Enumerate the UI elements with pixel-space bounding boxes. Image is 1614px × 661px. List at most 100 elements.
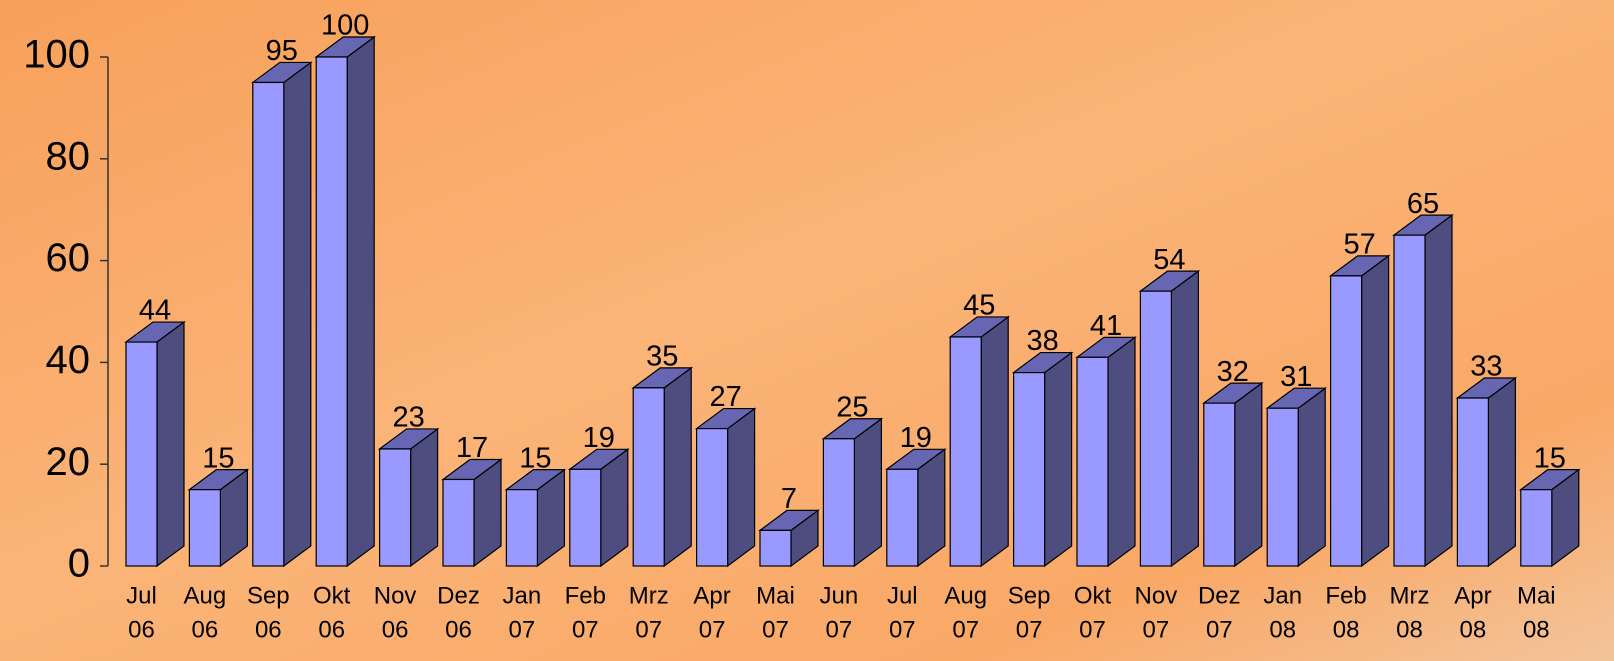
value-label: 44 <box>139 295 171 327</box>
bar-side <box>726 407 756 568</box>
x-tick-label: 07 <box>952 616 979 643</box>
value-label: 7 <box>781 483 797 515</box>
x-tick-label: Aug <box>944 582 987 609</box>
bar <box>569 468 602 567</box>
bar <box>252 81 285 567</box>
bar-side <box>980 315 1009 568</box>
value-label: 38 <box>1026 325 1058 357</box>
bar <box>632 387 665 567</box>
x-tick-label: Aug <box>184 582 227 609</box>
bar <box>1393 234 1426 567</box>
bar <box>1329 275 1363 567</box>
bar-side <box>1107 336 1136 568</box>
bar-side <box>853 417 883 568</box>
x-tick-label: 07 <box>1079 616 1106 643</box>
bar-side <box>346 35 375 568</box>
x-tick-label: 07 <box>509 616 536 643</box>
value-label: 95 <box>266 35 298 67</box>
y-tick-label: 0 <box>68 542 90 586</box>
value-label: 32 <box>1217 356 1249 388</box>
x-tick-label: Nov <box>1135 582 1178 609</box>
x-tick-label: Sep <box>1008 582 1051 609</box>
bar <box>695 427 729 567</box>
y-tick-label: 20 <box>46 440 91 484</box>
bar-side <box>156 320 185 568</box>
bar-side <box>1170 269 1200 568</box>
x-tick-label: Okt <box>1074 582 1112 609</box>
bar <box>1520 489 1553 567</box>
bar <box>188 489 221 567</box>
x-tick-label: 08 <box>1269 616 1296 643</box>
bar-side <box>283 61 312 568</box>
value-label: 33 <box>1470 351 1502 383</box>
x-tick-label: Feb <box>1325 582 1366 609</box>
value-label: 23 <box>392 402 424 434</box>
bar <box>1456 397 1490 567</box>
x-tick-label: 06 <box>192 616 219 643</box>
value-label: 27 <box>709 381 741 413</box>
bar <box>1139 290 1173 567</box>
x-tick-label: 06 <box>445 616 472 643</box>
bar <box>949 336 982 567</box>
value-label: 15 <box>1534 442 1566 474</box>
bar-side <box>1297 387 1326 568</box>
bar <box>759 529 792 567</box>
value-label: 35 <box>646 341 678 373</box>
bar-side <box>1487 376 1517 568</box>
x-tick-label: Dez <box>1198 582 1241 609</box>
bar <box>125 341 158 567</box>
value-label: 25 <box>836 391 868 423</box>
y-tick-label: 80 <box>46 134 91 178</box>
value-label: 65 <box>1407 188 1439 220</box>
x-tick-label: 06 <box>128 616 155 643</box>
bar <box>315 56 348 567</box>
value-label: 41 <box>1090 310 1122 342</box>
value-label: 100 <box>321 10 369 42</box>
x-tick-label: Feb <box>565 582 606 609</box>
value-label: 54 <box>1153 244 1185 276</box>
x-tick-label: Jul <box>887 582 918 609</box>
x-tick-label: Apr <box>693 582 730 609</box>
bar <box>505 489 538 567</box>
x-tick-label: Nov <box>374 582 417 609</box>
value-label: 15 <box>202 442 234 474</box>
value-label: 19 <box>900 422 932 454</box>
x-tick-label: Jul <box>126 582 157 609</box>
value-label: 45 <box>963 290 995 322</box>
x-tick-label: 07 <box>635 616 662 643</box>
y-tick-label: 40 <box>46 338 91 382</box>
value-label: 19 <box>583 422 615 454</box>
bar <box>886 468 919 567</box>
x-tick-label: Apr <box>1454 582 1491 609</box>
bar <box>1012 371 1046 567</box>
bar-side <box>410 427 439 568</box>
y-tick-label: 100 <box>23 33 90 77</box>
x-tick-label: 07 <box>1143 616 1170 643</box>
x-tick-label: 07 <box>1016 616 1043 643</box>
x-tick-label: 07 <box>699 616 726 643</box>
bar-side <box>1360 254 1390 568</box>
x-tick-label: 07 <box>572 616 599 643</box>
x-tick-label: 07 <box>1206 616 1233 643</box>
value-label: 31 <box>1280 361 1312 393</box>
x-tick-label: 06 <box>318 616 345 643</box>
x-tick-label: 08 <box>1333 616 1360 643</box>
bar-side <box>663 366 692 568</box>
bar-side <box>1043 351 1073 568</box>
x-tick-label: 07 <box>826 616 853 643</box>
bar-side <box>1424 213 1453 568</box>
y-tick-label: 60 <box>46 236 91 280</box>
x-tick-label: Jan <box>1263 582 1302 609</box>
x-tick-label: Mrz <box>1390 582 1430 609</box>
bar <box>1266 407 1299 567</box>
x-tick-label: Okt <box>313 582 351 609</box>
bar <box>442 478 475 567</box>
x-tick-label: 06 <box>382 616 409 643</box>
x-tick-label: 06 <box>255 616 282 643</box>
x-tick-label: Dez <box>437 582 480 609</box>
bar <box>1076 356 1109 567</box>
value-label: 57 <box>1343 229 1375 261</box>
x-tick-label: 08 <box>1523 616 1550 643</box>
